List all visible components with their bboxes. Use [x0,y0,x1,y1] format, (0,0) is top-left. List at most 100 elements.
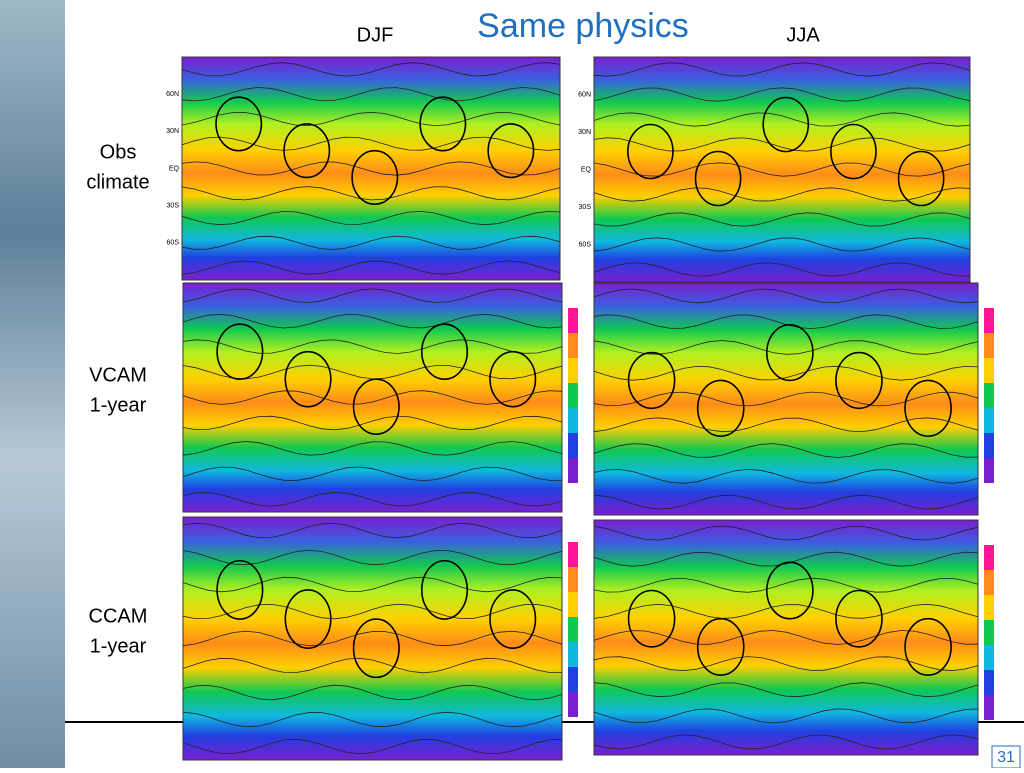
landmass [904,379,952,437]
contour [181,260,561,275]
colorbar-cell [568,642,578,667]
landmass [351,149,399,205]
colorbar-cell [568,458,578,483]
contour [182,711,563,728]
column-label: DJF [357,24,394,46]
landmass [420,559,469,620]
contour [182,441,563,456]
landmass [766,323,814,382]
landmass [835,589,883,648]
colorbar-cell [984,570,994,595]
contour [593,443,978,458]
landmass [696,617,745,676]
contour [182,390,563,405]
column-label: JJA [786,24,820,46]
landmass [897,150,945,207]
contour [181,235,561,250]
contour [181,87,561,102]
contour [182,288,563,303]
colorbar-cell [568,333,578,358]
landmass [694,150,742,207]
lat-label: 60S [579,241,592,248]
landmass [489,350,537,408]
contour [593,262,971,277]
contour [593,708,979,724]
contour [182,491,563,507]
landmass [284,350,332,408]
colorbar-cell [568,308,578,333]
colorbar-cell [568,433,578,458]
landmass [766,561,814,620]
lat-label: EQ [581,166,592,173]
colorbar-cell [568,358,578,383]
map [182,516,563,761]
lat-label: 30N [166,128,179,135]
lat-label: 30N [578,129,591,136]
landmass [215,96,263,152]
landmass [627,123,674,180]
colorbar-cell [568,692,578,717]
contour [182,415,563,431]
contour [593,162,971,177]
landmass [489,589,537,650]
colorbar-cell [568,408,578,433]
landmass [762,96,810,153]
row-label: 1-year [90,635,147,657]
row-label: CCAM [89,605,148,627]
map [593,282,979,516]
contour [593,734,979,750]
contour [593,494,979,510]
contour [593,682,979,698]
colorbar-cell [984,620,994,645]
landmass [487,123,535,179]
lat-label: 30S [167,203,180,210]
colorbar-cell [984,408,994,433]
landmass [352,378,400,435]
colorbar-cell [984,333,994,358]
colorbar-cell [568,567,578,592]
lat-label: EQ [169,165,180,172]
row-label: 1-year [90,394,147,416]
contour [181,210,561,226]
maps: 60N 30N EQ 30S 60S 60N 30N EQ 30S 60S [166,56,994,761]
contour [182,576,563,593]
contour [182,603,563,620]
colorbar-cell [984,383,994,408]
landmass [352,618,400,679]
lat-label: 60S [167,240,180,247]
contour [182,684,563,701]
landmass [283,123,331,179]
colorbar-cell [984,545,994,570]
landmass [904,617,952,676]
contour [182,466,562,482]
contour [181,62,561,77]
colorbar-cell [984,433,994,458]
colorbar-cell [568,542,578,567]
contour [593,468,979,484]
contour [593,137,971,152]
contour [593,237,971,252]
slide-title: Same physics [477,7,689,45]
contour [593,603,979,619]
landmass [627,351,676,410]
colorbar-cell [984,670,994,695]
landmass [696,379,745,437]
row-label: VCAM [89,364,147,386]
contour [593,630,978,645]
colorbar-cell [984,358,994,383]
landmass [835,351,883,410]
lat-label: 60N [166,91,179,98]
contour [182,313,563,329]
lat-label: 60N [578,91,591,98]
map [593,56,971,283]
map [182,282,563,513]
contour [593,288,979,304]
landmass [419,96,467,152]
contour [182,657,562,674]
contour [182,339,563,354]
contour [182,549,563,566]
contour [182,630,563,647]
contour [593,365,979,381]
contour [181,186,561,201]
